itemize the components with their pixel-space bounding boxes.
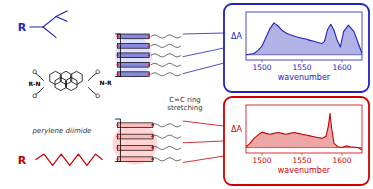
panel: 1500 1550 1600wavenumber ΔA (224, 4, 369, 92)
x-tick-label: 1500 (252, 63, 271, 72)
panel: 1500 1550 1600wavenumber ΔA (224, 97, 369, 185)
zigzag (35, 154, 102, 165)
bracket (115, 119, 121, 162)
dot (116, 64, 118, 66)
x-label: wavenumber (278, 166, 331, 175)
dot (148, 35, 150, 37)
y-label: ΔA (231, 32, 242, 41)
area-fill (246, 23, 362, 55)
dot (116, 73, 118, 75)
x-tick-label: 1550 (292, 156, 311, 165)
annotation: O (32, 68, 37, 75)
connector (183, 63, 224, 74)
annotation: R (18, 154, 27, 167)
annotation: O (95, 92, 100, 99)
stack-plate (117, 53, 149, 58)
dot (148, 73, 150, 75)
stack-plate (117, 123, 152, 128)
branch (56, 11, 67, 17)
dot (116, 158, 118, 160)
panel-box (224, 97, 369, 185)
annotation-line: R-N (28, 80, 40, 87)
dot (116, 45, 118, 47)
dot (116, 135, 118, 137)
panel-box (224, 4, 369, 92)
glow (113, 123, 158, 165)
bracket (115, 34, 121, 77)
ring (55, 77, 67, 90)
baseline (246, 147, 362, 148)
branch (30, 26, 43, 27)
bond (39, 88, 43, 92)
plot-area (246, 113, 362, 150)
wave (151, 135, 181, 138)
ring (65, 77, 77, 90)
annotation: R-N (28, 80, 40, 87)
area-fill (246, 113, 362, 150)
dot (116, 124, 118, 126)
wave (151, 146, 181, 149)
dot (148, 45, 150, 47)
dot (148, 54, 150, 56)
y-label: ΔA (231, 125, 242, 134)
x-tick-label: 1600 (332, 156, 351, 165)
dot (116, 54, 118, 56)
wave (151, 158, 181, 161)
annotation: R (18, 21, 27, 34)
branch (43, 27, 56, 37)
wave (151, 35, 181, 38)
bond (88, 76, 92, 80)
stack-plate (117, 134, 152, 139)
connector (183, 121, 224, 126)
annotation: perylene diimide (32, 127, 92, 135)
annotation-line: N-R (100, 79, 113, 86)
annotation-line: O (95, 92, 100, 99)
wave (151, 73, 181, 76)
x-tick-label: 1600 (332, 63, 351, 72)
annotation: N-R (100, 79, 113, 86)
branch (56, 17, 67, 22)
annotation-line: perylene diimide (32, 127, 92, 135)
annotation-line: R (18, 21, 27, 34)
figure: 150015501600wavenumberΔA150015501600wave… (0, 0, 373, 189)
stack-plate (117, 72, 149, 77)
branch (43, 17, 56, 27)
plot-frame (246, 105, 362, 153)
annotation-line: R (18, 154, 27, 167)
dot (116, 147, 118, 149)
bond (88, 88, 92, 92)
wave (151, 54, 181, 57)
annotation: O (95, 68, 100, 75)
connector (183, 33, 224, 34)
annotation-line: O (95, 68, 100, 75)
spectrum-line (246, 23, 362, 55)
annotation-line: O (32, 68, 37, 75)
stack-plate (117, 43, 149, 48)
baseline (246, 54, 362, 55)
x-tick-label: 1550 (292, 63, 311, 72)
stack-plate (117, 157, 152, 162)
dot (148, 64, 150, 66)
x-label: wavenumber (278, 73, 331, 82)
annotation-line: stretching (167, 104, 202, 112)
wave (151, 63, 181, 66)
plot-frame (246, 12, 362, 60)
annotation: O (32, 92, 37, 99)
dot (116, 35, 118, 37)
stack-plate (117, 34, 149, 39)
schematic (30, 11, 181, 165)
annotation: C=C ringstretching (167, 96, 202, 112)
annotation-line: C=C ring (169, 96, 201, 104)
spectrum-line (246, 113, 362, 150)
x-tick-label: 1500 (252, 156, 271, 165)
annotation-line: O (32, 92, 37, 99)
wave (151, 44, 181, 47)
plot-area (246, 23, 362, 55)
connector (183, 48, 224, 57)
connector (183, 141, 224, 143)
wave (151, 124, 181, 127)
stack-plate (117, 62, 149, 67)
connector (183, 156, 224, 163)
stack-plate (117, 146, 152, 151)
